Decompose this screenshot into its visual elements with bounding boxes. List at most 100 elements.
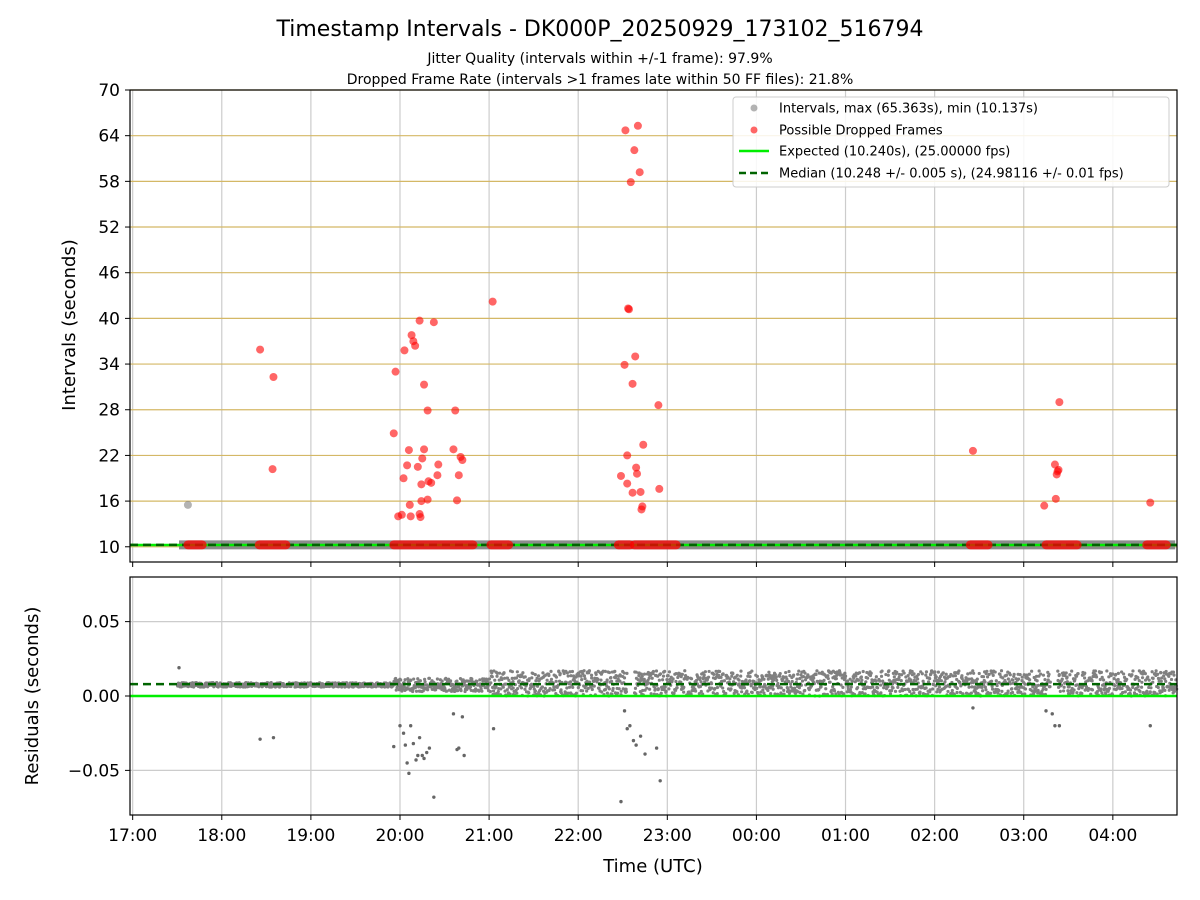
residual-point — [599, 679, 602, 682]
residual-point — [1167, 675, 1170, 678]
residual-point — [399, 678, 402, 681]
residual-point — [455, 680, 458, 683]
residual-point — [1155, 669, 1158, 672]
residual-point — [664, 690, 667, 693]
residual-point — [876, 686, 879, 689]
residual-point — [555, 676, 558, 679]
residual-point — [833, 689, 836, 692]
residual-point — [565, 686, 568, 689]
residual-point — [478, 678, 481, 681]
residual-point — [1024, 687, 1027, 690]
residual-point — [1117, 678, 1120, 681]
residual-point — [775, 675, 778, 678]
dropped-point — [406, 501, 414, 509]
dropped-point — [1054, 466, 1062, 474]
residual-point — [682, 691, 685, 694]
residual-point — [748, 679, 751, 682]
residual-point — [1125, 678, 1128, 681]
residual-point — [972, 672, 975, 675]
residual-point — [841, 686, 844, 689]
residual-point — [1160, 680, 1163, 683]
residual-point — [660, 692, 663, 695]
dropped-point — [630, 146, 638, 154]
residual-point — [663, 670, 666, 673]
residual-point — [622, 671, 625, 674]
residual-point — [784, 671, 787, 674]
chart-subtitle-dropped: Dropped Frame Rate (intervals >1 frames … — [347, 72, 854, 88]
residual-point — [1076, 672, 1079, 675]
residual-point — [671, 677, 674, 680]
residual-point — [858, 671, 861, 674]
residual-point — [1056, 670, 1059, 673]
residual-point — [955, 691, 958, 694]
residual-point — [1141, 676, 1144, 679]
residual-point — [1039, 672, 1042, 675]
residual-point — [583, 669, 586, 672]
residual-point — [1148, 679, 1151, 682]
residual-point — [745, 690, 748, 693]
residual-point — [674, 680, 677, 683]
residual-point — [1062, 689, 1065, 692]
residual-outlier — [492, 727, 495, 730]
residual-point — [657, 687, 660, 690]
y-tick-label: 58 — [98, 172, 120, 192]
residual-point — [826, 674, 829, 677]
residual-point — [1102, 678, 1105, 681]
residual-point — [799, 691, 802, 694]
dropped-point — [416, 513, 424, 521]
residual-point — [699, 676, 702, 679]
residual-point — [750, 669, 753, 672]
dropped-point — [1040, 502, 1048, 510]
residual-point — [1047, 673, 1050, 676]
dropped-point — [621, 361, 629, 369]
residual-point — [879, 683, 882, 686]
residual-point — [662, 674, 665, 677]
chart-title: Timestamp Intervals - DK000P_20250929_17… — [275, 17, 923, 42]
residual-point — [606, 678, 609, 681]
residual-outlier — [1044, 709, 1047, 712]
residual-outlier — [619, 800, 622, 803]
dropped-point — [269, 465, 277, 473]
residual-point — [667, 674, 670, 677]
residual-point — [1146, 675, 1149, 678]
residual-point — [1083, 672, 1086, 675]
residual-point — [610, 680, 613, 683]
residual-point — [907, 674, 910, 677]
residual-point — [497, 690, 500, 693]
residual-point — [1007, 690, 1010, 693]
residual-point — [989, 692, 992, 695]
residual-point — [921, 672, 924, 675]
residual-point — [1124, 690, 1127, 693]
residual-point — [415, 690, 418, 693]
residual-point — [559, 672, 562, 675]
residual-outlier — [398, 724, 401, 727]
residual-point — [748, 675, 751, 678]
dropped-point — [433, 471, 441, 479]
residual-point — [1095, 675, 1098, 678]
residual-point — [716, 692, 719, 695]
residual-point — [819, 685, 822, 688]
residual-outlier — [655, 746, 658, 749]
residual-point — [661, 678, 664, 681]
residual-point — [1065, 676, 1068, 679]
residual-point — [583, 674, 586, 677]
residual-outlier — [428, 746, 431, 749]
residual-point — [459, 689, 462, 692]
residual-point — [857, 679, 860, 682]
dropped-point — [390, 429, 398, 437]
residual-point — [658, 679, 661, 682]
residual-point — [795, 678, 798, 681]
residual-outlier — [971, 706, 974, 709]
x-tick-label: 20:00 — [375, 826, 424, 846]
residual-point — [966, 672, 969, 675]
residual-point — [928, 677, 931, 680]
residual-point — [469, 685, 472, 688]
residual-point — [752, 680, 755, 683]
residual-point — [997, 689, 1000, 692]
residual-point — [739, 674, 742, 677]
residual-point — [690, 677, 693, 680]
residual-point — [985, 670, 988, 673]
residual-point — [875, 680, 878, 683]
residual-point — [511, 680, 514, 683]
y-tick-label: 16 — [98, 492, 120, 512]
